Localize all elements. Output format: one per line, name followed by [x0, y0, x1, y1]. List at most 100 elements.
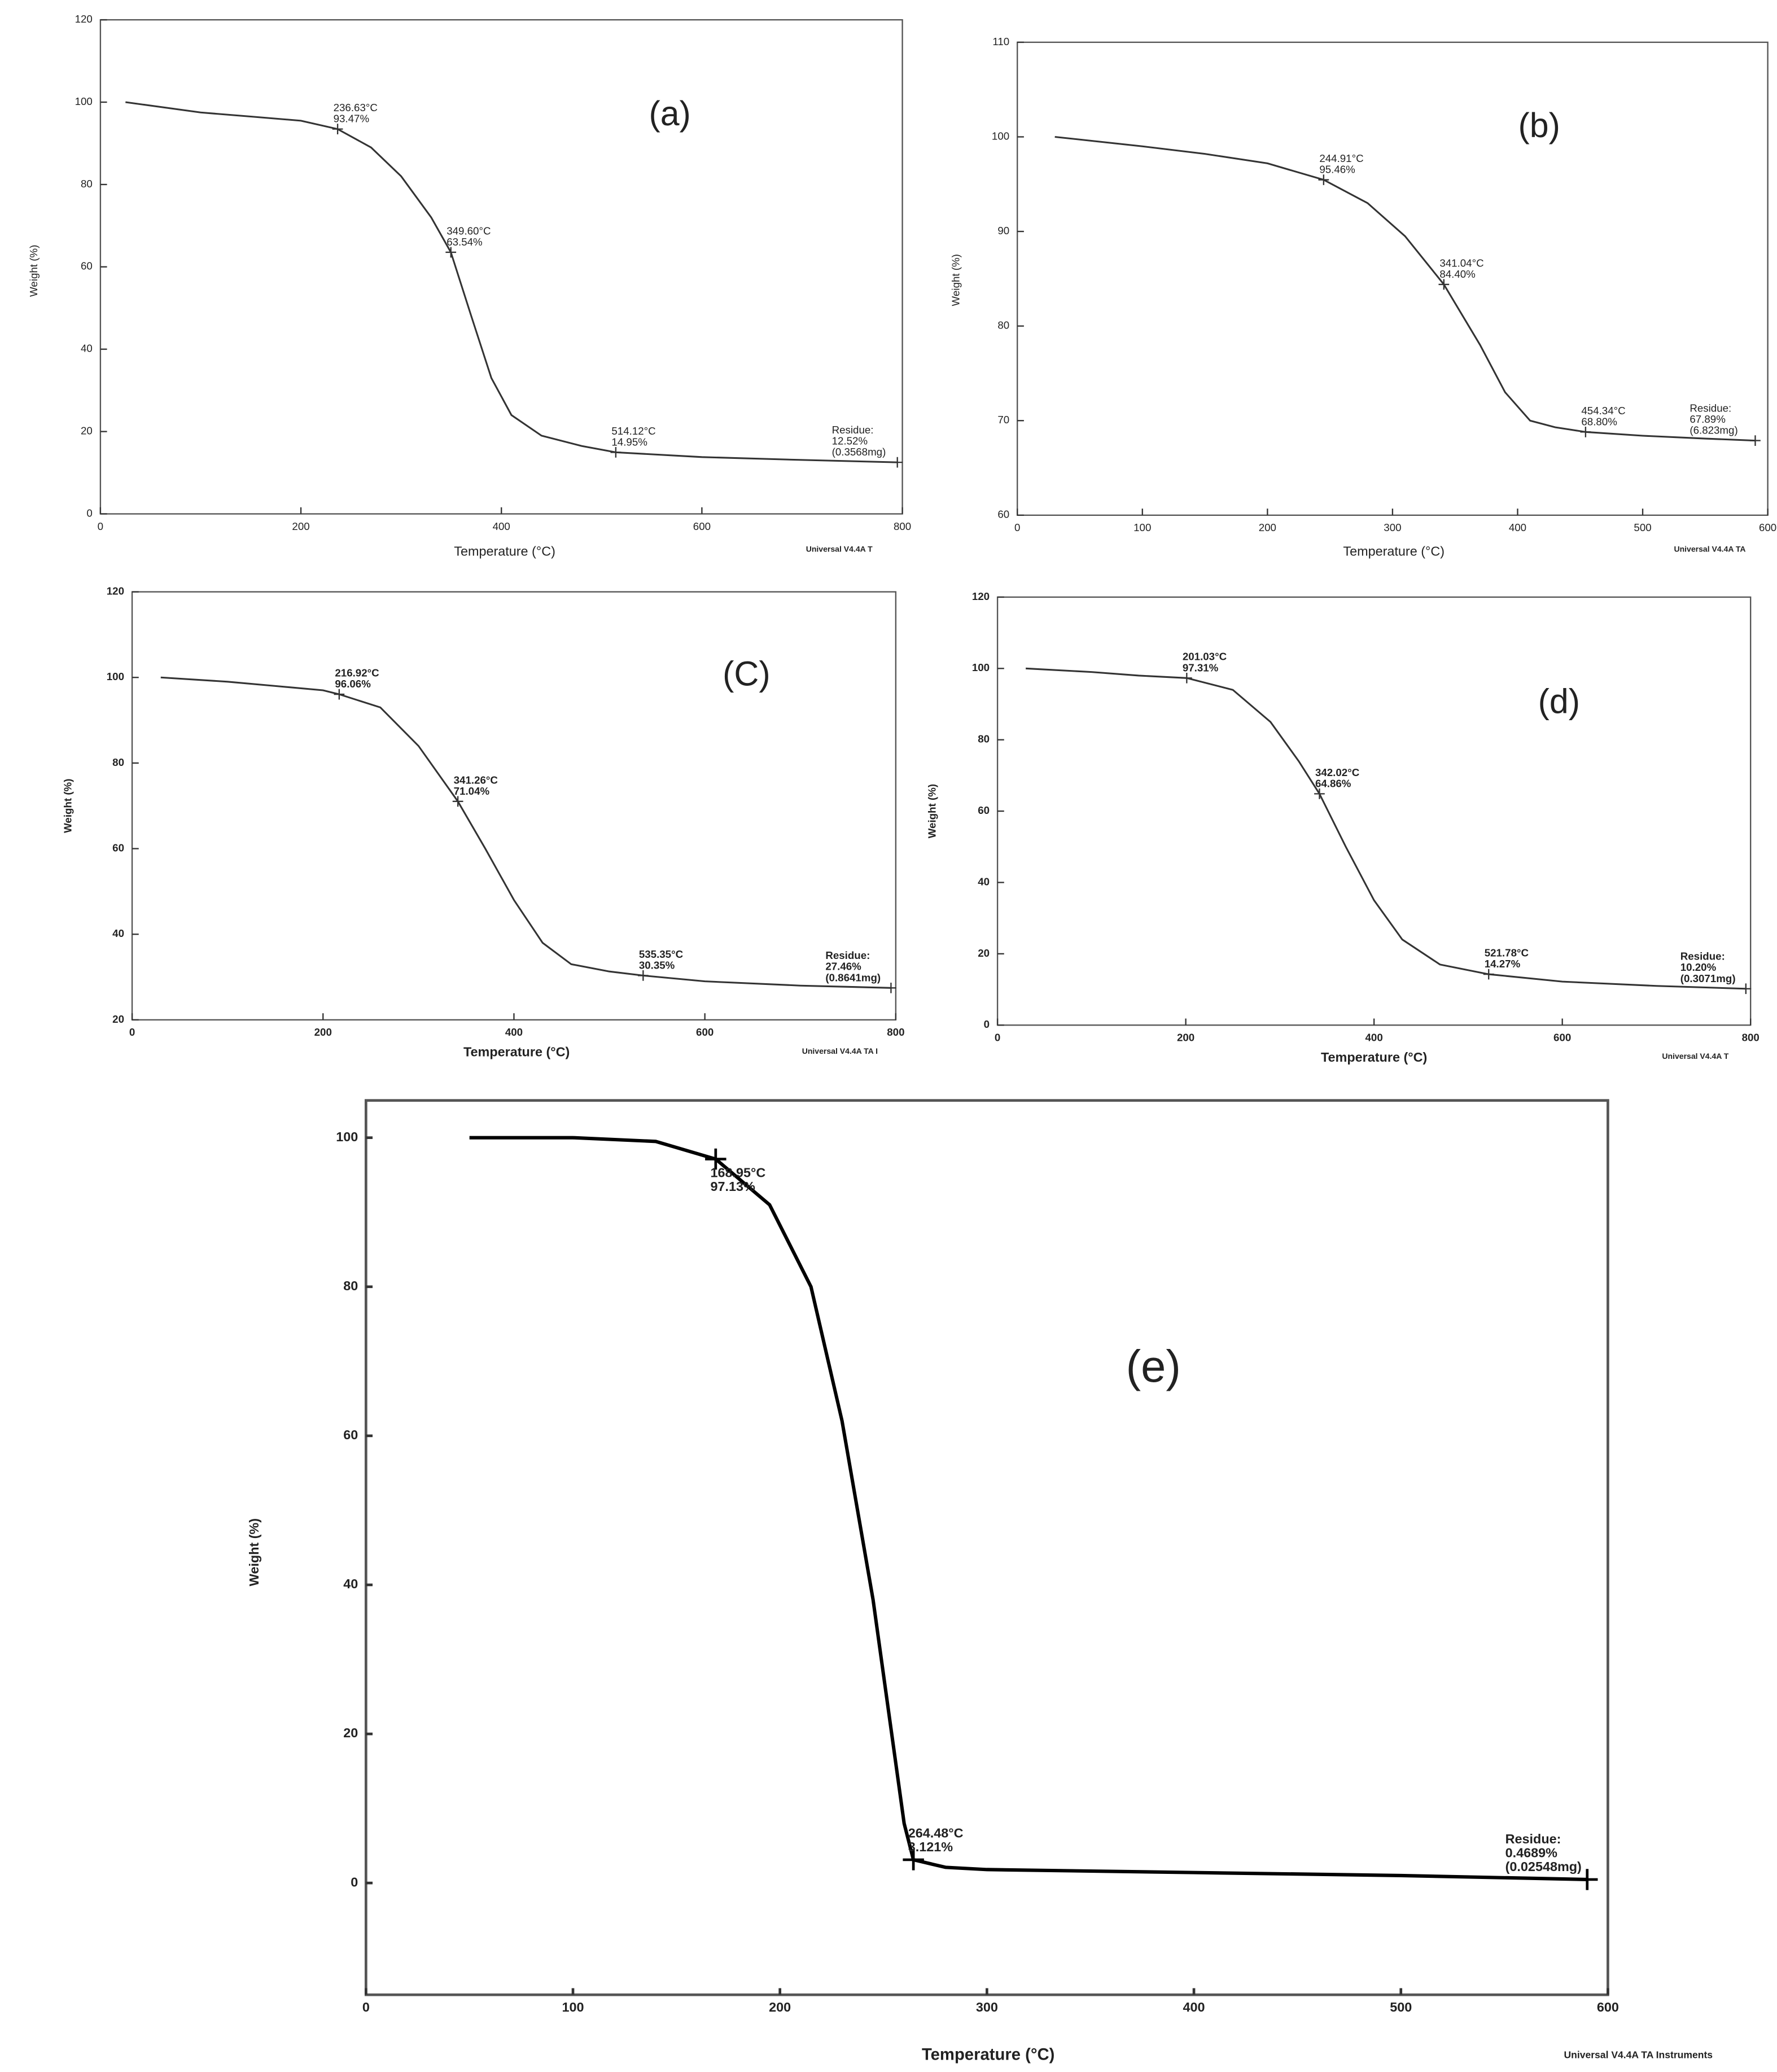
annotation-label: 68.80% [1581, 415, 1617, 427]
x-tick-label: 800 [887, 1026, 904, 1038]
annotation-label: 264.48°C [908, 1825, 964, 1840]
point-marker [445, 247, 457, 258]
y-tick-label: 20 [978, 947, 990, 959]
y-tick-label: 20 [81, 425, 93, 437]
x-tick-label: 600 [1759, 522, 1776, 533]
point-marker [1580, 426, 1591, 437]
x-tick-label: 100 [562, 2000, 584, 2014]
annotation-label: 3.121% [908, 1839, 953, 1854]
y-tick-label: 60 [978, 804, 990, 816]
x-tick-label: 300 [976, 2000, 998, 2014]
y-tick-label: 80 [81, 178, 93, 190]
y-tick-label: 40 [81, 343, 93, 354]
y-tick-label: 110 [992, 36, 1009, 47]
y-tick-label: 100 [992, 130, 1009, 142]
annotation-label: 93.47% [334, 113, 370, 125]
x-tick-label: 0 [129, 1026, 135, 1038]
point-marker [637, 970, 649, 981]
annotation-label: 454.34°C [1581, 405, 1625, 417]
panel-label: (d) [1538, 682, 1580, 721]
y-axis-label: Weight (%) [28, 245, 40, 297]
annotation-label: Residue: [825, 949, 870, 961]
y-tick-label: 60 [343, 1427, 358, 1442]
x-tick-label: 400 [493, 520, 510, 532]
point-marker [332, 124, 343, 134]
footer: Universal V4.4A TA Instruments [1564, 2049, 1713, 2060]
point-marker [892, 457, 903, 468]
annotation-label: 64.86% [1315, 777, 1351, 789]
x-tick-label: 100 [1133, 522, 1151, 533]
point-marker [886, 982, 896, 993]
x-tick-label: 0 [995, 1032, 1000, 1044]
annotation-label: (0.8641mg) [825, 971, 881, 983]
annotation-label: 95.46% [1319, 164, 1355, 176]
y-tick-label: 100 [336, 1129, 358, 1144]
annotation-label: Residue: [1505, 1832, 1561, 1846]
x-tick-label: 0 [1014, 522, 1020, 533]
point-marker [1181, 672, 1192, 684]
weight-curve [1026, 667, 1746, 990]
annotation-label: 14.95% [611, 436, 647, 448]
x-tick-label: 200 [769, 2000, 791, 2014]
x-tick-label: 200 [1177, 1032, 1194, 1044]
annotation-label: 342.02°C [1315, 766, 1359, 778]
x-tick-label: 0 [98, 520, 103, 532]
panel-label: (e) [1126, 1341, 1181, 1391]
y-tick-label: 0 [351, 1874, 358, 1889]
annotation-label: 12.52% [832, 435, 868, 447]
y-tick-label: 40 [978, 875, 990, 887]
point-marker [610, 447, 621, 458]
point-marker [334, 689, 345, 700]
y-tick-label: 0 [86, 507, 92, 519]
panel-label: (C) [723, 654, 770, 693]
y-tick-label: 90 [997, 225, 1009, 236]
panel-label: (a) [649, 94, 690, 133]
x-tick-label: 400 [1509, 522, 1526, 533]
footer: Universal V4.4A T [806, 544, 873, 553]
y-tick-label: 120 [75, 13, 93, 25]
weight-curve [469, 1136, 1587, 1881]
point-marker [1483, 969, 1494, 980]
y-tick-label: 120 [972, 590, 990, 602]
x-axis-label: Temperature (°C) [454, 544, 555, 559]
y-tick-label: 40 [112, 927, 124, 939]
x-tick-label: 500 [1634, 522, 1651, 533]
y-tick-label: 100 [972, 662, 990, 673]
y-tick-label: 120 [107, 585, 124, 597]
x-tick-label: 400 [505, 1026, 523, 1038]
y-tick-label: 20 [112, 1013, 124, 1025]
y-tick-label: 100 [75, 95, 93, 107]
point-marker [1314, 789, 1325, 799]
plot-frame [131, 591, 897, 1021]
panel-label: (b) [1518, 106, 1560, 144]
x-axis-label: Temperature (°C) [922, 2046, 1054, 2064]
y-tick-label: 60 [112, 842, 124, 853]
x-tick-label: 300 [1384, 522, 1401, 533]
footer: Universal V4.4A T [1662, 1052, 1728, 1061]
annotation-label: (6.823mg) [1690, 424, 1737, 436]
plot-frame [99, 19, 903, 515]
annotation-label: (0.3568mg) [832, 446, 886, 458]
plot-frame [364, 1099, 1609, 1996]
annotation-label: 97.13% [710, 1179, 755, 1194]
annotation-label: 97.31% [1183, 662, 1219, 673]
annotation-label: 535.35°C [639, 948, 683, 960]
weight-curve [160, 676, 891, 989]
annotation-label: 67.89% [1690, 413, 1726, 425]
annotation-label: 10.20% [1680, 961, 1717, 973]
x-tick-label: 200 [1259, 522, 1276, 533]
x-axis-label: Temperature (°C) [1321, 1050, 1427, 1065]
y-tick-label: 60 [997, 509, 1009, 520]
annotation-label: 14.27% [1485, 958, 1521, 970]
point-marker [705, 1148, 726, 1170]
point-marker [1318, 174, 1329, 185]
annotation-label: (0.3071mg) [1680, 973, 1736, 984]
y-tick-label: 80 [343, 1278, 358, 1293]
annotation-label: 236.63°C [334, 102, 378, 113]
annotation-label: 71.04% [454, 785, 490, 797]
weight-curve [125, 101, 898, 463]
x-tick-label: 400 [1183, 2000, 1205, 2014]
annotation-label: 0.4689% [1505, 1845, 1558, 1860]
x-axis-label: Temperature (°C) [1343, 544, 1445, 559]
annotation-label: 27.46% [825, 961, 861, 973]
